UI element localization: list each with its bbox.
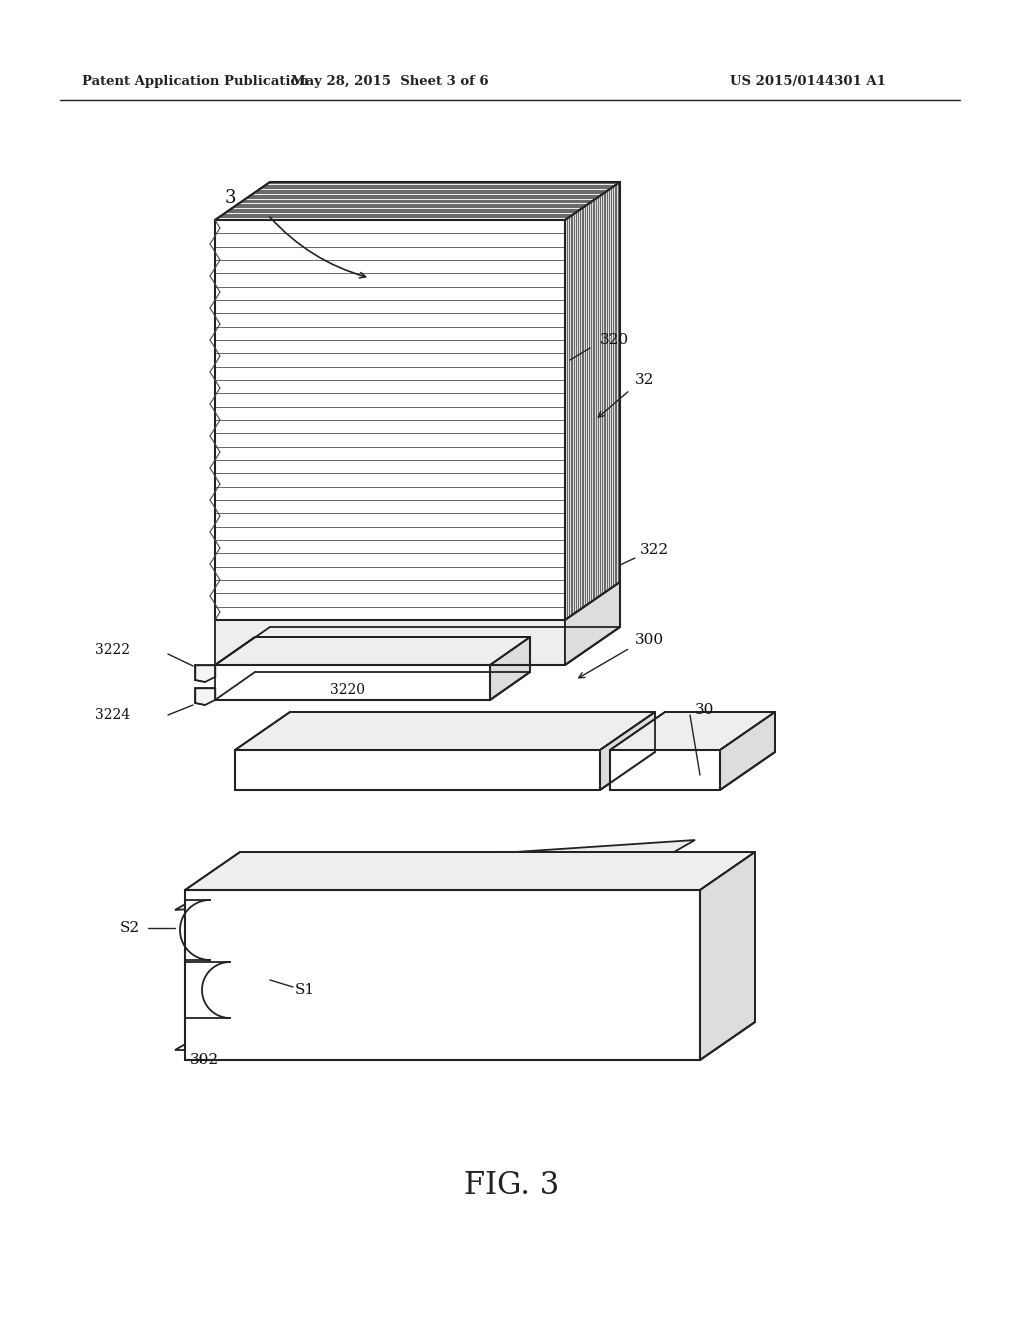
Polygon shape xyxy=(195,688,215,705)
Text: 302: 302 xyxy=(190,1053,219,1067)
Polygon shape xyxy=(720,711,775,789)
Polygon shape xyxy=(215,182,620,220)
Text: S1: S1 xyxy=(295,983,315,997)
Text: Patent Application Publication: Patent Application Publication xyxy=(82,75,309,88)
Polygon shape xyxy=(234,750,600,789)
Polygon shape xyxy=(185,851,755,890)
Text: 30: 30 xyxy=(695,704,715,717)
Polygon shape xyxy=(175,979,695,1049)
Polygon shape xyxy=(565,582,620,665)
Polygon shape xyxy=(600,711,655,789)
Polygon shape xyxy=(195,665,215,682)
Polygon shape xyxy=(215,665,490,700)
Polygon shape xyxy=(565,182,620,620)
Polygon shape xyxy=(610,711,775,750)
Polygon shape xyxy=(700,851,755,1060)
Text: 322: 322 xyxy=(640,543,669,557)
Polygon shape xyxy=(185,890,700,1060)
Text: 3222: 3222 xyxy=(95,643,130,657)
Text: 32: 32 xyxy=(635,374,654,387)
Polygon shape xyxy=(490,638,530,700)
Text: 3: 3 xyxy=(225,189,237,207)
Polygon shape xyxy=(215,220,565,620)
Text: 320: 320 xyxy=(600,333,629,347)
Text: FIG. 3: FIG. 3 xyxy=(464,1170,560,1200)
Polygon shape xyxy=(234,711,655,750)
Polygon shape xyxy=(215,620,565,665)
Text: 3220: 3220 xyxy=(330,682,365,697)
Polygon shape xyxy=(215,638,530,665)
Text: 300: 300 xyxy=(635,634,665,647)
Text: US 2015/0144301 A1: US 2015/0144301 A1 xyxy=(730,75,886,88)
Text: May 28, 2015  Sheet 3 of 6: May 28, 2015 Sheet 3 of 6 xyxy=(291,75,488,88)
Text: 3224: 3224 xyxy=(95,708,130,722)
Polygon shape xyxy=(175,840,695,909)
Polygon shape xyxy=(610,750,720,789)
Text: S2: S2 xyxy=(120,921,140,935)
